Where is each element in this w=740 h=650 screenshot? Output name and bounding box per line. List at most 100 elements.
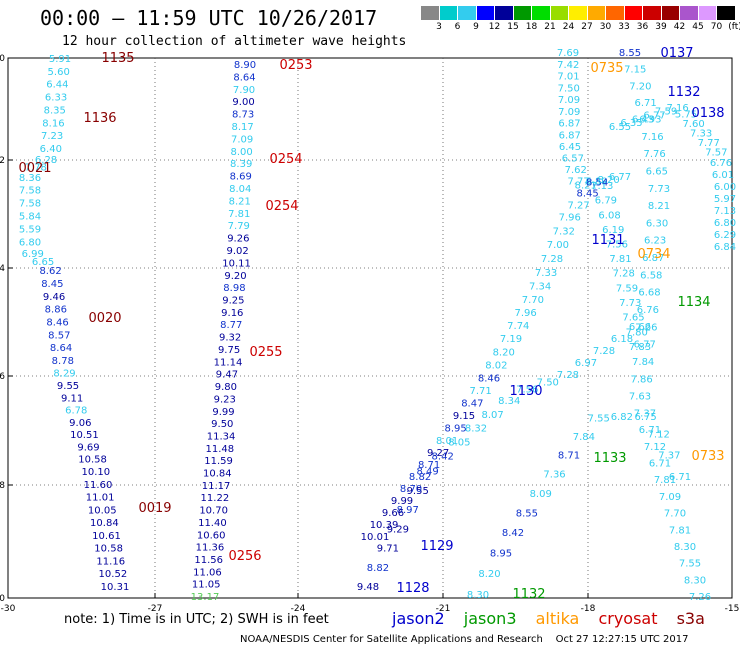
jason2-main-track-swh-label: 8.47 xyxy=(461,399,483,410)
cryosat-track-swh-label: 9.25 xyxy=(222,295,244,306)
scale-swatch xyxy=(476,6,495,20)
cryosat-track-swh-label: 9.20 xyxy=(224,271,246,282)
jason2-desc-track-swh-label: 6.65 xyxy=(646,166,668,177)
jason2-right-track-swh-label: 7.60 xyxy=(682,119,704,130)
jason2-asc-track-swh-label: 6.18 xyxy=(611,334,633,345)
altika-track-swh-label: 7.69 xyxy=(557,48,579,59)
s3a-track-swh-label: 10.84 xyxy=(90,518,119,529)
lon-label: -27 xyxy=(148,604,163,614)
time-label-jason2: 1129 xyxy=(420,539,453,554)
scale-swatch xyxy=(624,6,643,20)
jason2-main-track-swh-label: 8.70 xyxy=(400,484,422,495)
map-title: 00:00 – 11:59 UTC 10/26/2017 xyxy=(40,6,378,30)
jason3-track-swh-label: 8.55 xyxy=(516,508,538,519)
lat-label: 36 xyxy=(0,372,5,382)
altika-track-swh-label: 7.50 xyxy=(558,83,580,94)
jason2-desc-track-swh-label: 7.76 xyxy=(644,149,666,160)
cryosat-track-swh-label: 8.98 xyxy=(223,283,245,294)
time-label-s3a: 1135 xyxy=(101,51,134,66)
jason2-main-track-swh-label: 7.96 xyxy=(559,213,581,224)
jason2-main-track-swh-label: 7.70 xyxy=(522,295,544,306)
jason2-desc-track-swh-label: 6.87 xyxy=(642,253,664,264)
cryosat-track-swh-label: 11.36 xyxy=(196,543,225,554)
lat-label: 38 xyxy=(0,481,5,491)
s3a-track-swh-label: 6.99 xyxy=(22,249,44,260)
scale-swatch xyxy=(606,6,625,20)
s3a-track-swh-label: 6.80 xyxy=(19,237,41,248)
jason2-main-track-swh-label: 8.95 xyxy=(445,424,467,435)
s3a-track-swh-label: 11.60 xyxy=(84,480,113,491)
jason2-main-track-swh-label: 7.00 xyxy=(547,240,569,251)
jason2-asc-track-swh-label: 8.42 xyxy=(432,451,454,462)
time-label-s3a: 0020 xyxy=(88,311,121,326)
time-label-jason2: 0138 xyxy=(691,106,724,121)
cryosat-track-swh-label: 11.34 xyxy=(207,431,236,442)
jason2-desc-track-swh-label: 7.70 xyxy=(664,509,686,520)
jason2-right-track-swh-label: 6.84 xyxy=(714,242,736,253)
time-label-altika: 0733 xyxy=(691,449,724,464)
altika-track-swh-label: 7.09 xyxy=(558,95,580,106)
scale-swatch xyxy=(661,6,680,20)
map-frame xyxy=(7,57,733,599)
jason2-main-track-swh-label: 6.79 xyxy=(595,196,617,207)
cryosat-track-swh-label: 10.84 xyxy=(203,469,232,480)
map-subtitle: 12 hour collection of altimeter wave hei… xyxy=(62,34,407,49)
s3a-track-swh-label: 5.60 xyxy=(48,67,70,78)
satellite-legend: jason2 jason3 altika cryosat s3a xyxy=(392,609,719,628)
s3a-track-swh-label: 8.78 xyxy=(52,356,74,367)
s3a-track-swh-label: 8.45 xyxy=(41,279,63,290)
jason2-desc-track-swh-label: 7.81 xyxy=(654,475,676,486)
legend-s3a: s3a xyxy=(676,609,705,628)
lon-label: -24 xyxy=(291,604,306,614)
jason2-right-track-swh-label: 7.57 xyxy=(705,147,727,158)
jason2-desc-track-swh-label: 7.20 xyxy=(629,81,651,92)
scale-label: 36 xyxy=(636,22,649,32)
jason3-track-swh-label: 7.36 xyxy=(543,470,565,481)
jason3-track-swh-label: 7.55 xyxy=(588,414,610,425)
jason2-right-track-swh-label: 5.97 xyxy=(714,194,736,205)
cryosat-track-swh-label: 9.32 xyxy=(219,333,241,344)
lon-label: -30 xyxy=(1,604,16,614)
s3a-track-swh-label: 8.57 xyxy=(48,330,70,341)
cryosat-track-swh-label: 7.79 xyxy=(228,221,250,232)
scale-label: 12 xyxy=(488,22,501,32)
jason3-track-swh-label: 6.82 xyxy=(611,412,633,423)
s3a-track-swh-label: 10.58 xyxy=(78,455,107,466)
cryosat-track-swh-label: 8.77 xyxy=(220,320,242,331)
jason2-main-track-swh-label: 8.71 xyxy=(418,460,440,471)
s3a-track-swh-label: 7.58 xyxy=(19,199,41,210)
time-label-s3a: 1136 xyxy=(83,111,116,126)
jason3-track-swh-label: 8.71 xyxy=(558,451,580,462)
jason2-asc-track-swh-label: 9.71 xyxy=(377,544,399,555)
cryosat-track-swh-label: 8.17 xyxy=(231,122,253,133)
cryosat-track-swh-label: 9.99 xyxy=(212,407,234,418)
altika-track-swh-label: 7.09 xyxy=(558,107,580,118)
jason2-right-track-swh-label: 5.75 xyxy=(675,109,697,120)
time-label-jason2: 1128 xyxy=(396,581,429,596)
s3a-track-swh-label: 8.36 xyxy=(19,173,41,184)
altika-track-swh-label: 6.87 xyxy=(558,119,580,130)
time-label-jason3: 1134 xyxy=(677,295,710,310)
s3a-track-swh-label: 10.52 xyxy=(99,569,128,580)
scale-label: 27 xyxy=(581,22,593,32)
jason2-main-track-swh-label: 9.27 xyxy=(427,448,449,459)
footer-credit: NOAA/NESDIS Center for Satellite Applica… xyxy=(240,634,689,645)
timestamp-text: Oct 27 12:27:15 UTC 2017 xyxy=(555,634,689,645)
jason2-right-track-swh-label: 7.33 xyxy=(690,128,712,139)
scale-swatch xyxy=(550,6,569,20)
scale-swatch xyxy=(680,6,699,20)
jason2-desc-track-swh-label: 7.84 xyxy=(632,357,654,368)
cryosat-track-swh-label: 8.39 xyxy=(230,159,252,170)
jason2-desc-track-swh-label: 6.71 xyxy=(634,98,656,109)
altika-track-swh-label: 8.54 xyxy=(586,178,608,189)
jason2-main-track-swh-label: 8.01 xyxy=(436,436,458,447)
scale-swatch xyxy=(587,6,606,20)
jason2-main-track-swh-label: 8.45 xyxy=(576,189,598,200)
jason2-main-track-swh-label: 7.65 xyxy=(622,313,644,324)
cryosat-track-swh-label: 11.59 xyxy=(204,456,233,467)
jason2-main-track-swh-label: 8.82 xyxy=(409,472,431,483)
scale-label: 45 xyxy=(692,22,704,32)
cryosat-track-swh-label: 9.75 xyxy=(218,345,240,356)
altika-track-swh-label: 7.62 xyxy=(565,165,587,176)
